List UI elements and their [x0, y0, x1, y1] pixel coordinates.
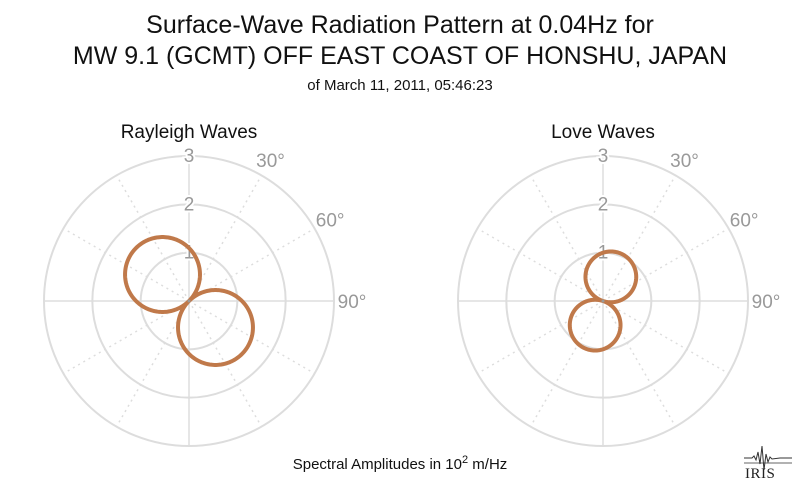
angle-tick-label: 30°: [256, 151, 285, 172]
iris-logo-text: IRIS: [745, 466, 776, 482]
angle-tick-label: 90°: [338, 292, 367, 313]
radial-gridline: [457, 155, 749, 447]
units-suffix: m/Hz: [468, 456, 508, 473]
angle-gridline: [602, 175, 677, 302]
radial-gridline: [139, 251, 239, 351]
angle-gridline: [602, 300, 729, 375]
radial-gridline: [43, 155, 335, 447]
angle-gridline: [477, 227, 604, 302]
radial-tick-label: 3: [598, 146, 609, 167]
origin-point: [601, 299, 605, 303]
angle-gridline: [477, 300, 604, 375]
radiation-pattern-curve: [123, 235, 255, 367]
radial-tick-label: 2: [598, 194, 609, 215]
polar-chart-title: Rayleigh Waves: [121, 122, 258, 143]
angle-gridline: [602, 300, 677, 427]
angle-gridline: [529, 300, 604, 427]
units-prefix: Spectral Amplitudes in 10: [292, 456, 462, 473]
radial-tick-label: 3: [184, 146, 195, 167]
angle-tick-label: 60°: [316, 211, 345, 232]
polar-chart-2: 123 30°60°90°Love Waves: [457, 122, 781, 447]
units-exponent: 2: [461, 454, 469, 466]
chart-title-line-1: Surface-Wave Radiation Pattern at 0.04Hz…: [146, 11, 654, 39]
polar-chart-1: 123 30°60°90°Rayleigh Waves: [43, 122, 367, 447]
polar-chart-title: Love Waves: [551, 122, 655, 143]
angle-tick-label: 60°: [730, 211, 759, 232]
chart-title-line-2: MW 9.1 (GCMT) OFF EAST COAST OF HONSHU, …: [72, 42, 728, 70]
angle-gridline: [529, 175, 604, 302]
chart-subtitle: of March 11, 2011, 05:46:23: [307, 77, 493, 94]
radial-tick-label: 2: [184, 194, 195, 215]
radial-gridline: [91, 203, 287, 399]
angle-tick-label: 30°: [670, 151, 699, 172]
angle-tick-label: 90°: [752, 292, 781, 313]
angle-gridline: [602, 227, 729, 302]
radiation-pattern-curve: [567, 249, 639, 353]
origin-point: [187, 299, 191, 303]
iris-logo-icon: [744, 445, 792, 471]
radial-gridline: [505, 203, 701, 399]
amplitude-units-label: Spectral Amplitudes in 102 m/Hz: [0, 454, 800, 473]
